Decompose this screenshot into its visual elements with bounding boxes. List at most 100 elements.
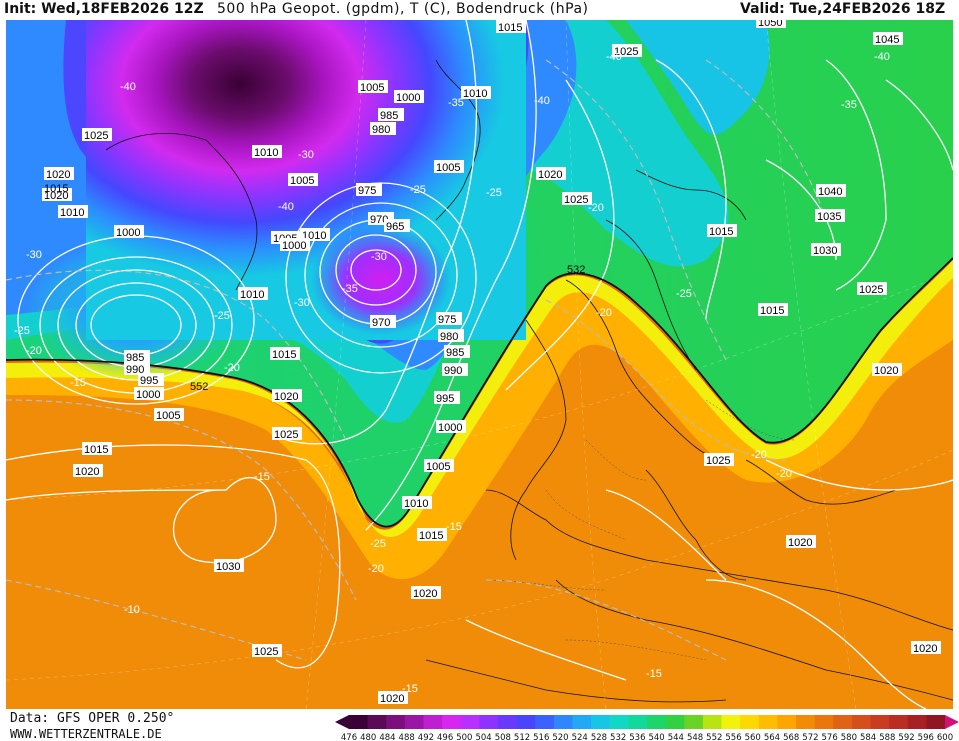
- colorbar-tick-label: 504: [475, 733, 491, 741]
- colorbar-swatch: [553, 715, 573, 729]
- colorbar-swatch: [814, 715, 834, 729]
- pressure-label: 1020: [786, 535, 816, 549]
- pressure-label: 980: [438, 329, 464, 343]
- temp-label: -40: [278, 201, 294, 213]
- temp-label: -40: [534, 95, 550, 107]
- svg-text:1040: 1040: [818, 186, 842, 198]
- colorbar-swatch: [498, 715, 518, 729]
- yellow-band: [6, 260, 953, 537]
- colorbar-swatch: [479, 715, 499, 729]
- svg-text:1020: 1020: [44, 190, 68, 202]
- pressure-label: 1025: [252, 644, 282, 658]
- pressure-label: 1015: [270, 347, 300, 361]
- svg-text:980: 980: [440, 331, 458, 343]
- colorbar-tick-label: 520: [552, 733, 568, 741]
- svg-text:970: 970: [372, 317, 390, 329]
- colorbar-tick-label: 484: [379, 733, 395, 741]
- svg-text:1010: 1010: [404, 498, 428, 510]
- weather-map[interactable]: 1005 1015 1025 1020 1010 1005 1000 985 9…: [6, 20, 953, 709]
- colorbar-swatch: [516, 715, 536, 729]
- pressure-label: 1030: [214, 559, 244, 573]
- colorbar-swatch: [684, 715, 704, 729]
- svg-text:1020: 1020: [75, 466, 99, 478]
- pressure-label: 1035: [815, 209, 845, 223]
- colorbar: 476 480 484 488 492 496 500 504 508 512 516 520 524 5…: [335, 715, 959, 741]
- svg-text:975: 975: [438, 314, 456, 326]
- pressure-label: 1025: [562, 192, 592, 206]
- temp-label: -25: [676, 288, 692, 300]
- header-bar: Init: Wed,18FEB2026 12Z 500 hPa Geopot. …: [0, 0, 959, 20]
- temp-label: -15: [70, 377, 86, 389]
- colorbar-tick-label: 488: [399, 733, 415, 741]
- colorbar-swatch: [777, 715, 797, 729]
- temp-label: -40: [874, 51, 890, 63]
- svg-text:1020: 1020: [913, 643, 937, 655]
- geopot-532-label: 532: [567, 264, 585, 276]
- pressure-label: 1015: [82, 442, 112, 456]
- svg-text:1005: 1005: [360, 82, 384, 94]
- svg-text:1025: 1025: [859, 284, 883, 296]
- svg-text:1005: 1005: [426, 461, 450, 473]
- pressure-label: 985: [378, 108, 404, 122]
- svg-text:1025: 1025: [564, 194, 588, 206]
- colorbar-tick-label: 588: [879, 733, 895, 741]
- pressure-label: 1000: [280, 238, 310, 252]
- colorbar-tick-label: 552: [706, 733, 722, 741]
- colorbar-swatch: [851, 715, 871, 729]
- colorbar-swatch: [367, 715, 387, 729]
- pressure-label: 1025: [857, 282, 887, 296]
- pressure-label: 1025: [82, 128, 112, 142]
- colorbar-swatch: [442, 715, 462, 729]
- svg-text:1020: 1020: [874, 365, 898, 377]
- temp-label: -35: [841, 99, 857, 111]
- temp-label: -15: [646, 668, 662, 680]
- pressure-label: 990: [442, 363, 468, 377]
- temp-label: -30: [294, 297, 310, 309]
- colorbar-swatch: [721, 715, 741, 729]
- svg-text:1050: 1050: [758, 20, 782, 29]
- amber-band: [6, 270, 953, 580]
- colorbar-max-arrow: [945, 715, 959, 729]
- temp-label: -30: [26, 249, 42, 261]
- pressure-label: 1005: [154, 408, 184, 422]
- svg-text:1020: 1020: [380, 693, 404, 705]
- colorbar-ticks: 476 480 484 488 492 496 500 504 508 512 516 520 524 5…: [341, 733, 953, 741]
- pressure-label: 1040: [816, 184, 846, 198]
- pressure-label: 1020: [44, 167, 74, 181]
- temp-label: -15: [254, 471, 270, 483]
- pressure-label: 1025: [612, 44, 642, 58]
- svg-text:1005: 1005: [290, 175, 314, 187]
- pressure-label: 1045: [873, 32, 903, 46]
- svg-text:1010: 1010: [254, 147, 278, 159]
- temperature-labels: -40 -40 -40 -35 -30 -30 -35 -40 -40 -25 …: [14, 51, 890, 695]
- svg-text:980: 980: [372, 124, 390, 136]
- chart-title: 500 hPa Geopot. (gpdm), T (C), Bodendruc…: [217, 1, 589, 17]
- pressure-label: 1010: [252, 145, 282, 159]
- colorbar-tick-label: 524: [572, 733, 588, 741]
- footer-bar: Data: GFS OPER 0.250° WWW.WETTERZENTRALE…: [0, 709, 959, 741]
- pressure-label: 1020: [73, 464, 103, 478]
- svg-text:975: 975: [358, 185, 376, 197]
- temp-label: -20: [26, 345, 42, 357]
- temp-label: -20: [588, 202, 604, 214]
- temp-label: -40: [120, 81, 136, 93]
- temp-label: -10: [124, 604, 140, 616]
- pressure-label: 1000: [394, 90, 424, 104]
- colorbar-swatch: [609, 715, 629, 729]
- colorbar-swatches: [335, 715, 959, 729]
- svg-text:995: 995: [436, 393, 454, 405]
- colorbar-swatch: [386, 715, 406, 729]
- svg-text:1010: 1010: [240, 289, 264, 301]
- svg-text:1030: 1030: [216, 561, 240, 573]
- pressure-label: 1015: [417, 528, 447, 542]
- temp-label: -35: [448, 97, 464, 109]
- pressure-label: 1010: [238, 287, 268, 301]
- svg-text:1000: 1000: [438, 422, 462, 434]
- pressure-labels: 1005 1015 1025 1020 1010 1005 1000 985 9…: [42, 20, 941, 705]
- svg-text:1025: 1025: [706, 455, 730, 467]
- colorbar-tick-label: 568: [783, 733, 799, 741]
- pressure-label: 1015: [496, 20, 526, 34]
- colorbar-tick-label: 560: [745, 733, 761, 741]
- map-canvas: 1005 1015 1025 1020 1010 1005 1000 985 9…: [6, 20, 953, 709]
- colorbar-swatch: [423, 715, 443, 729]
